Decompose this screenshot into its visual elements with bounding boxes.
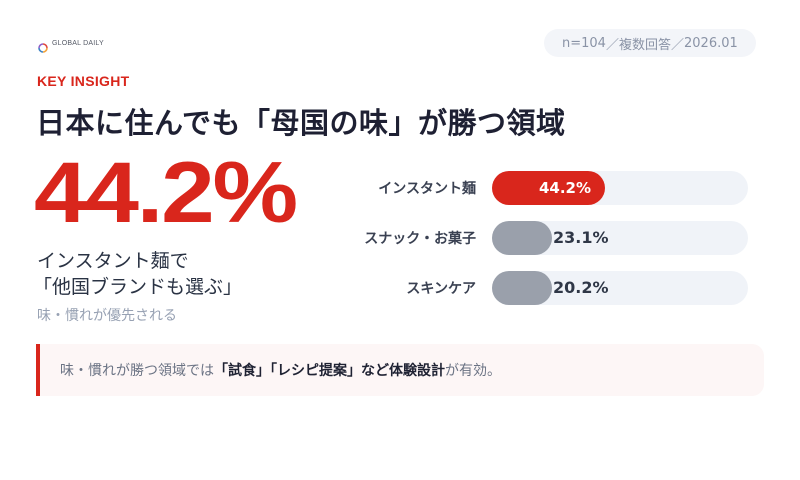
bar-label: スキンケア	[406, 281, 476, 297]
swirl-logo-icon	[38, 38, 48, 53]
bar-fill	[492, 221, 552, 255]
callout-suffix: が有効。	[445, 363, 501, 379]
bar-track: 44.2%	[492, 171, 748, 205]
bar-fill: 44.2%	[492, 171, 605, 205]
brand-name: GLOBAL DAILY	[52, 39, 104, 47]
page-title: 日本に住んでも「母国の味」が勝つ領域	[36, 106, 566, 140]
bar-row-snacks: スナック・お菓子 23.1%	[360, 221, 764, 255]
bar-track: 20.2%	[492, 271, 748, 305]
brand-logo: GLOBAL DAILY	[38, 38, 104, 53]
bar-chart: インスタント麺 44.2% スナック・お菓子 23.1% スキンケア 20.2%	[360, 171, 764, 321]
sample-size: n=104	[562, 35, 606, 51]
insight-callout: 味・慣れが勝つ領域では 「試食」「レシピ提案」など体験設計 が有効。	[36, 344, 764, 396]
bar-value: 23.1%	[553, 228, 609, 247]
callout-emphasis: 「試食」「レシピ提案」など体験設計	[214, 363, 445, 379]
bar-track: 23.1%	[492, 221, 748, 255]
callout-prefix: 味・慣れが勝つ領域では	[60, 363, 214, 379]
bar-label: インスタント麺	[378, 181, 476, 197]
highlight-value: 44.2%	[34, 145, 298, 241]
bar-row-instant-noodles: インスタント麺 44.2%	[360, 171, 764, 205]
bar-value: 44.2%	[538, 179, 591, 197]
survey-meta-badge: n=104 ／ 複数回答 ／ 2026.01	[544, 29, 756, 57]
bar-row-skincare: スキンケア 20.2%	[360, 271, 764, 305]
bar-fill	[492, 271, 552, 305]
separator: ／	[605, 37, 619, 53]
answer-type: 複数回答	[618, 37, 671, 53]
highlight-caption-line1: インスタント麺で	[37, 250, 189, 272]
bar-value: 20.2%	[553, 278, 609, 297]
highlight-caption-line2: 「他国ブランドも選ぶ」	[33, 276, 243, 298]
eyebrow-label: KEY INSIGHT	[37, 73, 130, 89]
highlight-note: 味・慣れが優先される	[37, 308, 177, 324]
separator: ／	[670, 37, 684, 53]
survey-date: 2026.01	[684, 35, 738, 51]
bar-label: スナック・お菓子	[364, 231, 476, 247]
